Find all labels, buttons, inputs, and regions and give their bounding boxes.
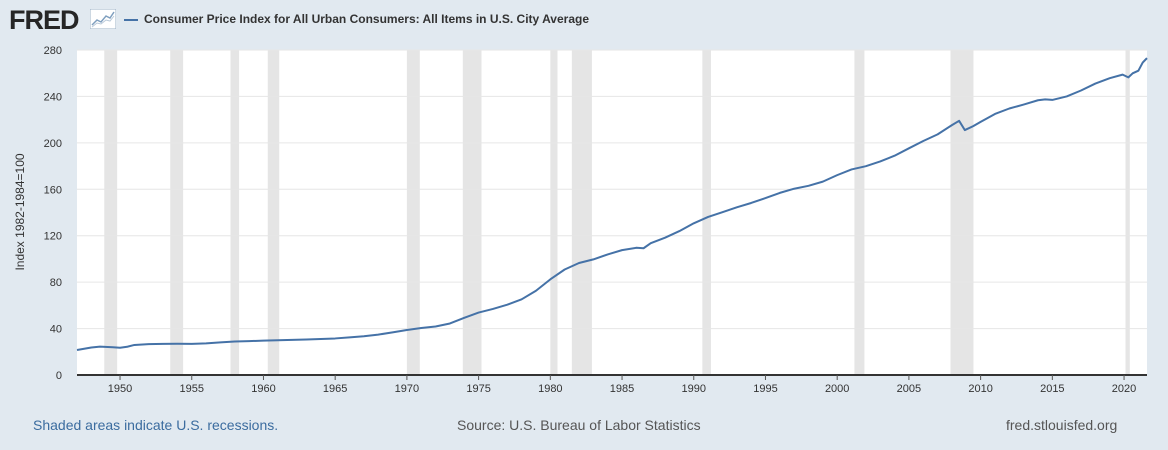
x-tick-label: 1975: [466, 383, 490, 395]
x-tick-label: 1980: [538, 383, 562, 395]
y-tick-label: 200: [44, 138, 62, 150]
x-tick-label: 1995: [753, 383, 777, 395]
chart-area: 0 40 80 120 160 200 240 280 1950 1955 1960 1965 1970…: [13, 45, 1148, 395]
recession-band: [550, 50, 558, 375]
y-tick-label: 40: [50, 324, 62, 336]
cpi-series-line: [76, 57, 1148, 352]
recession-band: [230, 50, 240, 375]
x-tick-label: 1955: [180, 383, 204, 395]
x-tick-label: 1970: [395, 383, 419, 395]
recession-band: [267, 50, 280, 375]
fred-logo[interactable]: FRED: [9, 5, 79, 35]
recession-band: [170, 50, 184, 375]
x-tick-label: 2020: [1112, 383, 1136, 395]
y-tick-label: 240: [44, 91, 62, 103]
y-tick-label: 80: [50, 277, 62, 289]
x-tick-label: 1985: [610, 383, 634, 395]
x-tick-label: 2000: [825, 383, 849, 395]
y-tick-label: 120: [44, 231, 62, 243]
recession-note: Shaded areas indicate U.S. recessions.: [33, 417, 279, 433]
x-tick-label: 2010: [968, 383, 992, 395]
y-axis-label: Index 1982-1984=100: [13, 153, 27, 270]
y-tick-label: 280: [44, 45, 62, 57]
legend-line-swatch: [124, 19, 138, 21]
y-tick-label: 160: [44, 184, 62, 196]
recession-band: [104, 50, 118, 375]
recession-band: [571, 50, 592, 375]
source-text: Source: U.S. Bureau of Labor Statistics: [457, 417, 701, 433]
recession-band: [462, 50, 482, 375]
x-tick-label: 2005: [897, 383, 921, 395]
x-tick-label: 1965: [323, 383, 347, 395]
site-link[interactable]: fred.stlouisfed.org: [1006, 417, 1118, 433]
x-tick-label: 2015: [1040, 383, 1064, 395]
recession-band: [854, 50, 865, 375]
x-tick-label: 1960: [251, 383, 275, 395]
chart-logo-icon: [90, 9, 116, 29]
recession-band: [702, 50, 711, 375]
x-tick-label: 1990: [682, 383, 706, 395]
x-tick-label: 1950: [108, 383, 132, 395]
recession-band: [950, 50, 974, 375]
recession-band: [406, 50, 420, 375]
chart-header: FRED Consumer Price Index for All Urban …: [0, 0, 1168, 40]
recession-band: [1125, 50, 1130, 375]
legend-series-title[interactable]: Consumer Price Index for All Urban Consu…: [144, 12, 589, 26]
y-tick-label: 0: [56, 370, 62, 382]
